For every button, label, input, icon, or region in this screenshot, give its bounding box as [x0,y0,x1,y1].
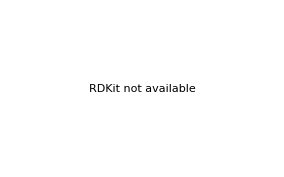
Text: RDKit not available: RDKit not available [89,84,195,93]
